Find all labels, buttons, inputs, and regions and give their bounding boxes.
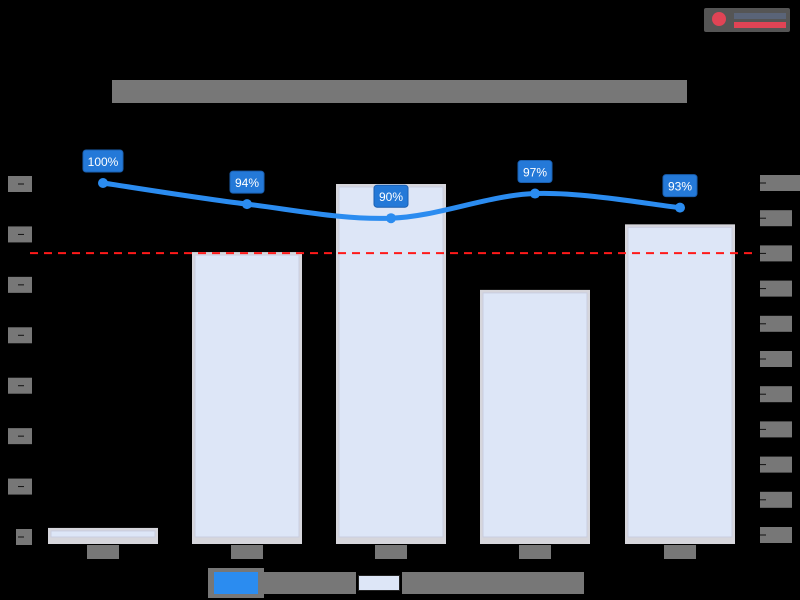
data-label: 97% — [523, 166, 547, 180]
legend-swatch-bar — [358, 575, 400, 591]
brand-logo — [704, 8, 790, 32]
bar — [50, 530, 156, 538]
x-axis-category-label — [664, 545, 696, 559]
line-point — [675, 202, 685, 213]
right-axis-tick-label — [760, 175, 800, 191]
x-axis-category-label — [519, 545, 551, 559]
bar — [338, 186, 444, 538]
x-axis-category-label — [231, 545, 263, 559]
right-axis-tick-label — [760, 491, 792, 508]
right-axis-tick-label — [760, 245, 792, 262]
data-label: 100% — [88, 155, 119, 169]
chart-legend — [208, 568, 588, 598]
right-axis-tick-label — [760, 386, 792, 403]
line-point — [242, 199, 252, 210]
bar — [194, 254, 300, 538]
chart-title — [112, 80, 687, 103]
legend-swatch-line-fill — [214, 572, 258, 594]
x-axis-category-label — [375, 545, 407, 559]
line-point — [98, 178, 108, 188]
data-label-badge — [662, 174, 698, 198]
data-label: 90% — [379, 190, 403, 204]
data-label-badge — [517, 160, 553, 184]
brand-logo-wordmark-top — [734, 13, 786, 19]
x-axis-category-label — [87, 545, 119, 559]
right-axis-tick-label — [760, 280, 792, 297]
legend-label-line — [264, 572, 356, 594]
data-label-badge — [373, 184, 409, 208]
brand-logo-icon — [712, 12, 726, 26]
data-label-badge — [229, 170, 265, 194]
brand-logo-wordmark-bottom — [734, 22, 786, 28]
right-axis-tick-label — [760, 210, 792, 227]
data-label: 94% — [235, 176, 259, 190]
right-axis-tick-label — [760, 527, 792, 543]
right-axis-tick-label — [760, 351, 792, 367]
line-point — [530, 188, 540, 199]
right-axis-tick-label — [760, 456, 792, 473]
data-label-badge — [82, 149, 124, 173]
data-label: 93% — [668, 180, 692, 194]
bar — [627, 226, 733, 538]
line-point — [386, 213, 396, 224]
right-axis-tick-label — [760, 421, 792, 438]
bar — [482, 292, 588, 538]
legend-label-bar — [402, 572, 584, 594]
right-axis-tick-label — [760, 315, 792, 332]
